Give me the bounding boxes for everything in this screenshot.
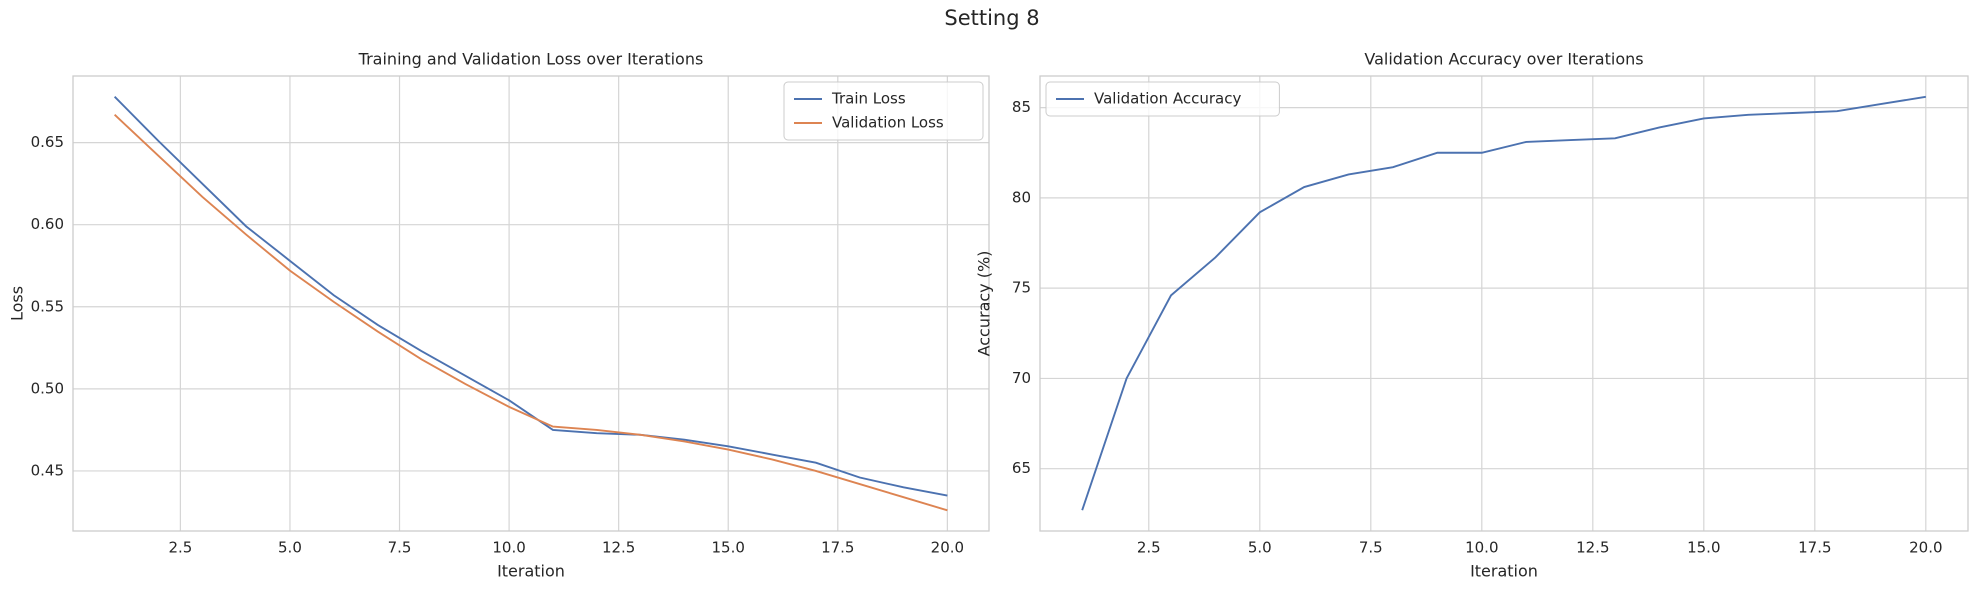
axes-frame	[1039, 75, 1969, 532]
x-tick-label: 17.5	[1798, 539, 1831, 557]
x-tick-label: 12.5	[1576, 539, 1609, 557]
x-axis-label: Iteration	[497, 562, 565, 581]
x-tick-label: 2.5	[1137, 539, 1161, 557]
y-tick-label: 0.65	[31, 133, 64, 151]
x-axis-label: Iteration	[1470, 562, 1538, 581]
y-axis-label: Accuracy (%)	[975, 251, 994, 357]
legend-label: Train Loss	[831, 90, 906, 108]
x-tick-label: 5.0	[278, 539, 302, 557]
series-line	[113, 96, 948, 497]
y-tick-label: 80	[1012, 188, 1031, 206]
x-tick-label: 2.5	[168, 539, 192, 557]
x-tick-label: 17.5	[821, 539, 854, 557]
x-tick-label: 10.0	[492, 539, 525, 557]
suptitle: Setting 8	[944, 6, 1039, 30]
x-tick-label: 20.0	[1909, 539, 1942, 557]
y-tick-label: 0.55	[31, 297, 64, 315]
axes-title: Training and Validation Loss over Iterat…	[358, 50, 704, 69]
y-tick-label: 0.50	[31, 379, 64, 397]
series-line	[1081, 95, 1926, 511]
series-line	[113, 114, 948, 512]
y-tick-label: 70	[1012, 369, 1031, 387]
y-tick-label: 65	[1012, 459, 1031, 477]
legend-box	[783, 81, 984, 141]
axes-title: Validation Accuracy over Iterations	[1364, 50, 1643, 69]
axes-frame	[72, 75, 990, 532]
y-tick-label: 85	[1012, 98, 1031, 116]
x-tick-label: 15.0	[1687, 539, 1720, 557]
x-tick-label: 20.0	[931, 539, 964, 557]
x-tick-label: 5.0	[1248, 539, 1272, 557]
y-tick-label: 0.60	[31, 215, 64, 233]
x-tick-label: 12.5	[602, 539, 635, 557]
y-axis-label: Loss	[8, 286, 27, 321]
legend-label: Validation Loss	[832, 114, 944, 132]
x-tick-label: 7.5	[388, 539, 412, 557]
y-tick-label: 0.45	[31, 461, 64, 479]
x-tick-label: 10.0	[1465, 539, 1498, 557]
y-tick-label: 75	[1012, 279, 1031, 297]
x-tick-label: 15.0	[712, 539, 745, 557]
legend-box	[1045, 81, 1280, 117]
legend-label: Validation Accuracy	[1094, 90, 1241, 108]
x-tick-label: 7.5	[1359, 539, 1383, 557]
